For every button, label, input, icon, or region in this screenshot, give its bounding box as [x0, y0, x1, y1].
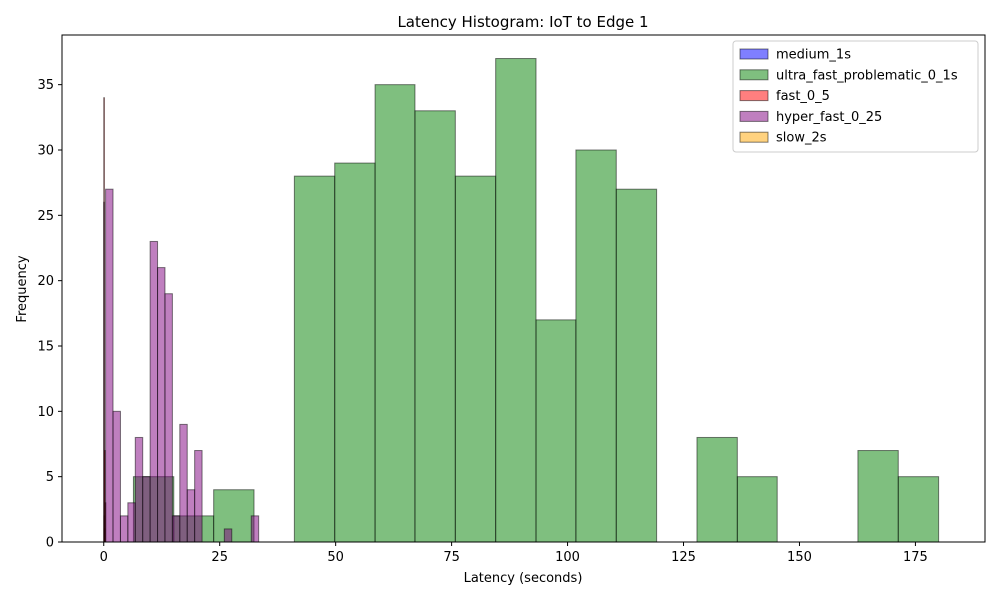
histogram-bar-hyper_fast_0_25-4: [134, 436, 144, 543]
x-tick-label: 25: [211, 550, 228, 565]
x-tick-label: 50: [327, 550, 344, 565]
legend-label-fast_0_5: fast_0_5: [776, 89, 830, 104]
y-axis-ticks: 0 5 10 15 20 25 30 35: [37, 78, 62, 551]
histogram-bar-hyper_fast_0_25-16: [223, 528, 233, 543]
histogram-bar-hyper_fast_0_25-3: [127, 502, 136, 543]
histogram-bar-hyper_fast_0_25-0: [105, 188, 114, 543]
legend-box: [732, 40, 979, 153]
legend-swatch-fast_0_5: [739, 90, 769, 102]
legend-label-ultra_fast_problematic_0_1s: ultra_fast_problematic_0_1s: [776, 68, 958, 83]
y-tick-label: 35: [37, 78, 54, 93]
x-tick-label: 125: [671, 550, 696, 565]
histogram-bar-hyper_fast_0_25-11: [186, 489, 196, 543]
histogram-bar-ultra_fast_problematic_0_1s-6: [374, 84, 416, 543]
histogram-bar-hyper_fast_0_25-5: [142, 476, 151, 543]
x-tick-label: 175: [903, 550, 928, 565]
histogram-bar-ultra_fast_problematic_0_1s-12: [615, 188, 658, 543]
histogram-bar-ultra_fast_problematic_0_1s-5: [334, 162, 376, 543]
histogram-bar-ultra_fast_problematic_0_1s-11: [575, 149, 617, 543]
legend-label-medium_1s: medium_1s: [776, 48, 851, 63]
y-tick-label: 25: [37, 209, 54, 224]
histogram-bar-ultra_fast_problematic_0_1s-8: [454, 175, 497, 543]
histogram-bar-ultra_fast_problematic_0_1s-7: [414, 110, 456, 543]
x-tick-label: 150: [787, 550, 812, 565]
y-tick-label: 20: [37, 274, 54, 289]
legend-swatch-ultra_fast_problematic_0_1s: [739, 69, 769, 81]
histogram-bar-hyper_fast_0_25-1: [112, 410, 121, 543]
histogram-bar-ultra_fast_problematic_0_1s-14: [696, 436, 738, 543]
x-tick-label: 100: [555, 550, 580, 565]
histogram-bar-ultra_fast_problematic_0_1s-18: [857, 450, 899, 543]
legend-label-slow_2s: slow_2s: [776, 131, 827, 146]
y-tick-label: 5: [46, 470, 54, 485]
y-tick-label: 10: [37, 405, 54, 420]
legend-swatch-medium_1s: [739, 48, 769, 60]
y-axis-label: Frequency: [15, 255, 30, 322]
y-tick-label: 0: [46, 536, 54, 551]
histogram-bar-ultra_fast_problematic_0_1s-10: [535, 319, 577, 543]
histogram-bar-ultra_fast_problematic_0_1s-15: [736, 476, 778, 543]
x-axis-label: Latency (seconds): [464, 571, 583, 586]
legend-swatch-slow_2s: [739, 131, 769, 143]
x-tick-label: 0: [100, 550, 108, 565]
histogram-bar-hyper_fast_0_25-9: [171, 515, 181, 543]
histogram-bar-hyper_fast_0_25-19: [250, 515, 260, 543]
histogram-bar-hyper_fast_0_25-7: [157, 267, 166, 543]
legend-swatch-hyper_fast_0_25: [739, 110, 769, 122]
x-tick-label: 75: [443, 550, 460, 565]
bars-layer: [103, 58, 940, 543]
histogram-bar-hyper_fast_0_25-8: [164, 293, 173, 543]
chart-title: Latency Histogram: IoT to Edge 1: [397, 13, 648, 31]
histogram-bar-ultra_fast_problematic_0_1s-9: [495, 58, 537, 543]
histogram-bar-ultra_fast_problematic_0_1s-2: [213, 489, 255, 543]
histogram-bar-ultra_fast_problematic_0_1s-19: [897, 476, 940, 543]
y-tick-label: 30: [37, 143, 54, 158]
legend-label-hyper_fast_0_25: hyper_fast_0_25: [776, 110, 882, 125]
y-tick-label: 15: [37, 339, 54, 354]
histogram-bar-hyper_fast_0_25-6: [149, 240, 159, 543]
histogram-bar-ultra_fast_problematic_0_1s-4: [293, 175, 336, 543]
x-axis-ticks: 0 25 50 75 100 125 150 175: [100, 542, 928, 565]
plot-frame: [61, 34, 986, 543]
histogram-bar-hyper_fast_0_25-10: [179, 423, 188, 543]
legend: medium_1s ultra_fast_problematic_0_1sfast…: [732, 40, 979, 153]
histogram-bar-hyper_fast_0_25-12: [194, 450, 203, 543]
histogram-bar-hyper_fast_0_25-2: [119, 515, 129, 543]
